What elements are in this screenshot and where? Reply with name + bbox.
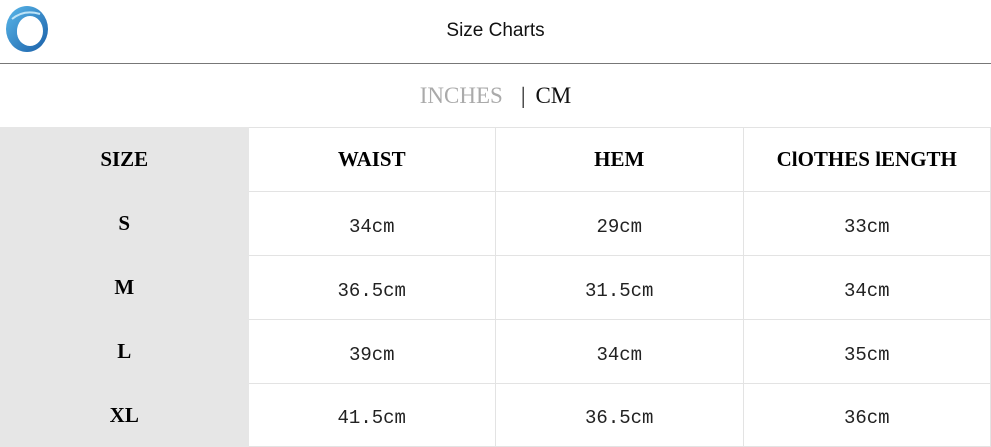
table-row: M 36.5cm 31.5cm 34cm — [0, 255, 991, 320]
size-cell: XL — [0, 383, 249, 447]
length-cell: 33cm — [742, 191, 991, 256]
waist-cell: 36.5cm — [247, 255, 496, 320]
cm-toggle[interactable]: CM — [535, 82, 572, 108]
hem-cell: 36.5cm — [495, 383, 744, 447]
column-header-size: SIZE — [0, 127, 249, 192]
size-cell: M — [0, 255, 249, 320]
waist-cell: 39cm — [247, 319, 496, 384]
table-header-row: SIZE WAIST HEM ClOTHES lENGTH — [0, 127, 991, 192]
logo-icon — [6, 6, 48, 52]
length-cell: 35cm — [742, 319, 991, 384]
table-row: S 34cm 29cm 33cm — [0, 191, 991, 256]
column-header-hem: HEM — [495, 127, 744, 192]
column-header-waist: WAIST — [247, 127, 496, 192]
page-title: Size Charts — [446, 19, 545, 41]
table-row: XL 41.5cm 36.5cm 36cm — [0, 383, 991, 447]
size-table: SIZE WAIST HEM ClOTHES lENGTH S 34cm 29c… — [0, 127, 991, 447]
length-cell: 36cm — [742, 383, 991, 447]
unit-separator: | — [520, 82, 526, 108]
waist-cell: 41.5cm — [247, 383, 496, 447]
hem-cell: 29cm — [495, 191, 744, 256]
length-cell: 34cm — [742, 255, 991, 320]
header: Size Charts — [0, 0, 991, 64]
unit-switcher: INCHES | CM — [0, 64, 991, 127]
size-cell: S — [0, 191, 249, 256]
hem-cell: 31.5cm — [495, 255, 744, 320]
table-row: L 39cm 34cm 35cm — [0, 319, 991, 384]
inches-toggle[interactable]: INCHES — [419, 82, 503, 108]
hem-cell: 34cm — [495, 319, 744, 384]
size-cell: L — [0, 319, 249, 384]
waist-cell: 34cm — [247, 191, 496, 256]
column-header-length: ClOTHES lENGTH — [742, 127, 991, 192]
